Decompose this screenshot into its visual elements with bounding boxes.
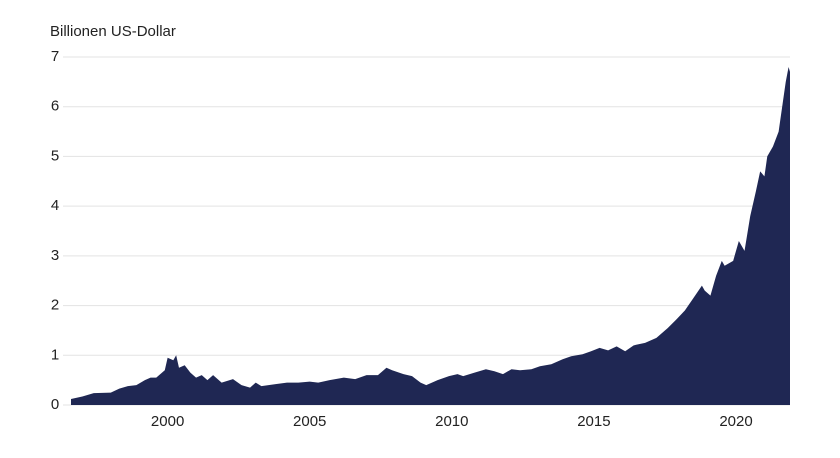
y-tick-label: 1 xyxy=(51,346,59,363)
y-tick-label: 6 xyxy=(51,98,59,115)
y-tick-label: 4 xyxy=(51,197,59,214)
x-tick-label: 2005 xyxy=(293,413,326,430)
area xyxy=(71,66,790,405)
y-tick-label: 2 xyxy=(51,297,59,314)
x-tick-label: 2000 xyxy=(151,413,184,430)
y-tick-label: 3 xyxy=(51,247,59,264)
x-tick-label: 2010 xyxy=(435,413,468,430)
y-tick-label: 0 xyxy=(51,396,59,413)
y-tick-label: 7 xyxy=(51,48,59,65)
x-tick-label: 2015 xyxy=(577,413,610,430)
x-tick-label: 2020 xyxy=(719,413,752,430)
y-axis-title: Billionen US-Dollar xyxy=(50,23,176,40)
y-tick-label: 5 xyxy=(51,147,59,164)
